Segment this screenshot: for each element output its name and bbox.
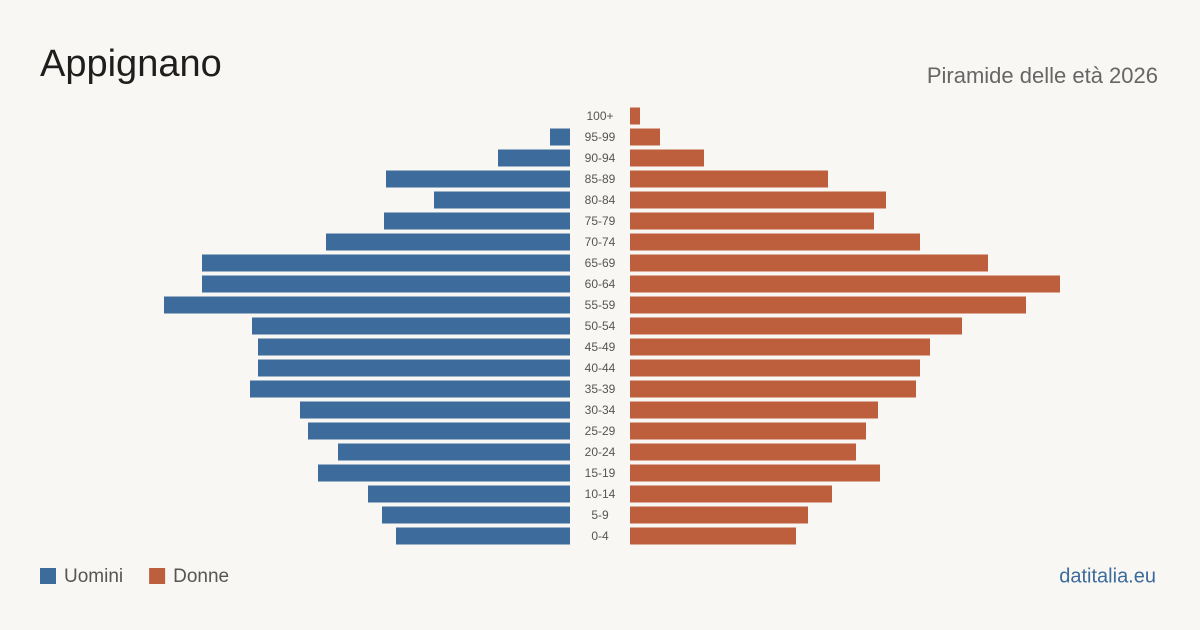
- age-label: 85-89: [585, 172, 616, 186]
- chart-title: Appignano: [40, 43, 222, 85]
- bar: [630, 317, 962, 335]
- bar: [630, 254, 988, 272]
- bar: [630, 212, 874, 230]
- bar: [318, 464, 570, 482]
- legend-label: Uomini: [64, 566, 123, 587]
- bar: [630, 401, 878, 419]
- bar: [630, 506, 808, 524]
- bar: [396, 527, 570, 545]
- age-label: 20-24: [585, 445, 616, 459]
- age-label: 50-54: [585, 319, 616, 333]
- bar: [338, 443, 570, 461]
- bar: [630, 107, 640, 125]
- bar: [308, 422, 570, 440]
- bar: [382, 506, 570, 524]
- age-label: 10-14: [585, 487, 616, 501]
- bar: [630, 296, 1026, 314]
- bar: [498, 149, 570, 167]
- source: datitalia.eu: [1059, 565, 1156, 587]
- legend-label: Donne: [173, 566, 229, 587]
- bar: [384, 212, 570, 230]
- bar: [258, 338, 570, 356]
- age-label: 70-74: [585, 235, 616, 249]
- bar: [630, 338, 930, 356]
- bar: [630, 359, 920, 377]
- age-label: 15-19: [585, 466, 616, 480]
- bar: [550, 128, 570, 146]
- bar: [202, 254, 570, 272]
- bar: [630, 170, 828, 188]
- age-label: 45-49: [585, 340, 616, 354]
- chart-subtitle: Piramide delle età 2026: [927, 63, 1158, 88]
- bar: [630, 149, 704, 167]
- bar: [630, 527, 796, 545]
- age-label: 40-44: [585, 361, 616, 375]
- bar: [630, 485, 832, 503]
- bar: [258, 359, 570, 377]
- bar: [630, 191, 886, 209]
- bar: [164, 296, 570, 314]
- bar: [630, 422, 866, 440]
- age-label: 5-9: [591, 508, 609, 522]
- age-label: 65-69: [585, 256, 616, 270]
- bar: [252, 317, 570, 335]
- legend-swatch: [149, 568, 166, 584]
- bar: [250, 380, 570, 398]
- bar: [300, 401, 570, 419]
- bar: [630, 233, 920, 251]
- bar: [630, 128, 660, 146]
- bar: [326, 233, 570, 251]
- bar: [630, 464, 880, 482]
- bar: [202, 275, 570, 293]
- age-label: 80-84: [585, 193, 616, 207]
- legend-swatch: [40, 568, 56, 584]
- bar: [434, 191, 570, 209]
- age-label: 75-79: [585, 214, 616, 228]
- age-label: 95-99: [585, 130, 616, 144]
- bar: [630, 443, 856, 461]
- age-label: 35-39: [585, 382, 616, 396]
- bar: [630, 380, 916, 398]
- age-label: 100+: [586, 109, 613, 123]
- bar: [368, 485, 570, 503]
- age-label: 0-4: [591, 529, 609, 543]
- age-label: 60-64: [585, 277, 616, 291]
- age-label: 30-34: [585, 403, 616, 417]
- age-label: 90-94: [585, 151, 616, 165]
- age-label: 55-59: [585, 298, 616, 312]
- bar: [630, 275, 1060, 293]
- age-label: 25-29: [585, 424, 616, 438]
- bar: [386, 170, 570, 188]
